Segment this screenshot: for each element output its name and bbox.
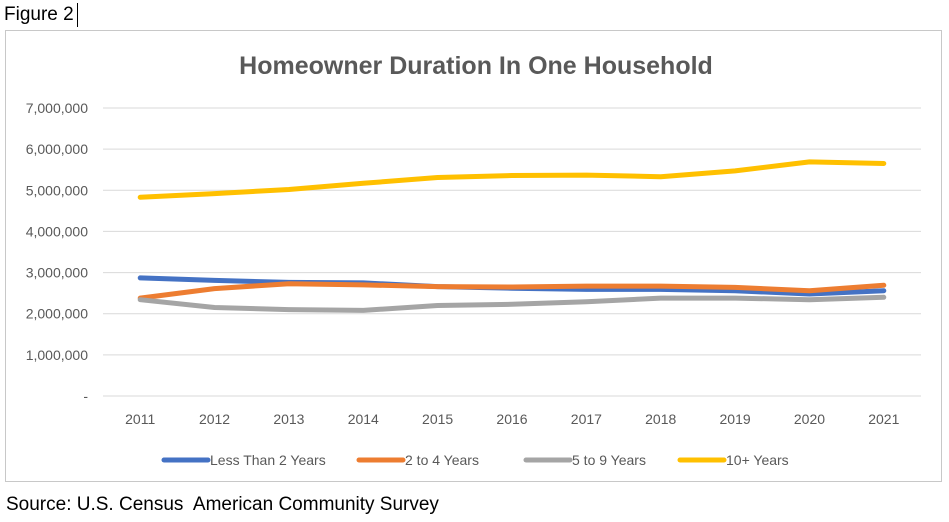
y-tick-label: 7,000,000 [26,100,88,116]
x-tick-label: 2014 [348,411,379,427]
gridlines [103,107,921,397]
y-tick-label: 2,000,000 [26,306,88,322]
x-tick-label: 2016 [496,411,527,427]
y-tick-label: 4,000,000 [26,223,88,239]
chart-area: Homeowner Duration In One Household - 1,0… [5,30,942,482]
legend-label: Less Than 2 Years [210,452,326,468]
y-tick-label: 1,000,000 [26,347,88,363]
series-line-2 [137,281,887,301]
x-tick-label: 2012 [199,411,230,427]
x-tick-label: 2020 [794,411,825,427]
x-tick-label: 2015 [422,411,453,427]
x-tick-label: 2018 [645,411,676,427]
x-tick-label: 2017 [571,411,602,427]
series-lines [137,159,887,313]
series-line-3 [137,294,887,313]
x-tick-label: 2011 [125,411,155,427]
y-tick-label: 3,000,000 [26,265,88,281]
line-chart: Homeowner Duration In One Household - 1,0… [26,52,921,468]
y-axis-tick-labels: - 1,000,000 2,000,000 3,000,000 4,000,000 5,0… [26,100,89,404]
x-tick-label: 2021 [868,411,899,427]
legend-label: 2 to 4 Years [405,452,479,468]
figure-label: Figure 2 [4,3,78,27]
legend-label: 10+ Years [726,452,789,468]
y-tick-label: - [83,388,88,404]
chart-title: Homeowner Duration In One Household [239,52,713,80]
x-axis-tick-labels: 2011 2012 2013 2014 2015 2016 2017 2018 2019 2020… [125,411,899,427]
source-caption: Source: U.S. Census American Community S… [6,494,439,515]
x-tick-label: 2019 [720,411,751,427]
y-tick-label: 5,000,000 [26,182,88,198]
y-tick-label: 6,000,000 [26,141,88,157]
legend-label: 5 to 9 Years [572,452,646,468]
legend: Less Than 2 Years 2 to 4 Years 5 to 9 Year… [161,452,789,468]
series-line-4 [137,159,887,200]
x-tick-label: 2013 [273,411,304,427]
